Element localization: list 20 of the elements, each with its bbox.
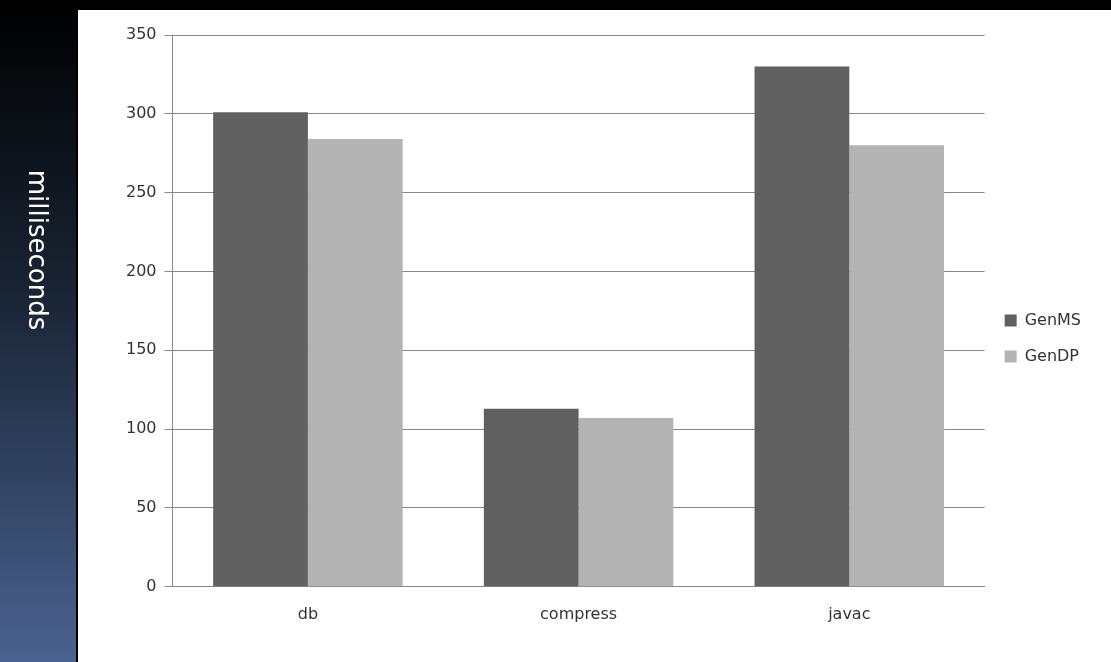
y-tick-label: 0 bbox=[146, 575, 157, 595]
bar bbox=[483, 408, 579, 587]
bar bbox=[754, 66, 850, 587]
y-axis-title: milliseconds bbox=[23, 169, 53, 331]
y-tick-label: 150 bbox=[125, 339, 157, 359]
bar bbox=[849, 145, 945, 587]
y-tick-label: 350 bbox=[125, 24, 157, 44]
y-tick-label: 300 bbox=[125, 102, 157, 122]
x-tick-label: compress bbox=[540, 603, 618, 623]
legend-label: GenDP bbox=[1024, 345, 1080, 365]
y-tick-label: 250 bbox=[125, 181, 157, 201]
bar bbox=[578, 418, 674, 587]
x-tick-label: javac bbox=[827, 603, 871, 623]
bar bbox=[307, 139, 403, 587]
bar bbox=[213, 112, 308, 587]
legend-label: GenMS bbox=[1024, 309, 1081, 329]
x-tick-label: db bbox=[297, 603, 319, 623]
y-tick-label: 100 bbox=[125, 418, 157, 438]
y-tick-label: 200 bbox=[125, 260, 157, 280]
y-tick-label: 50 bbox=[136, 497, 157, 517]
